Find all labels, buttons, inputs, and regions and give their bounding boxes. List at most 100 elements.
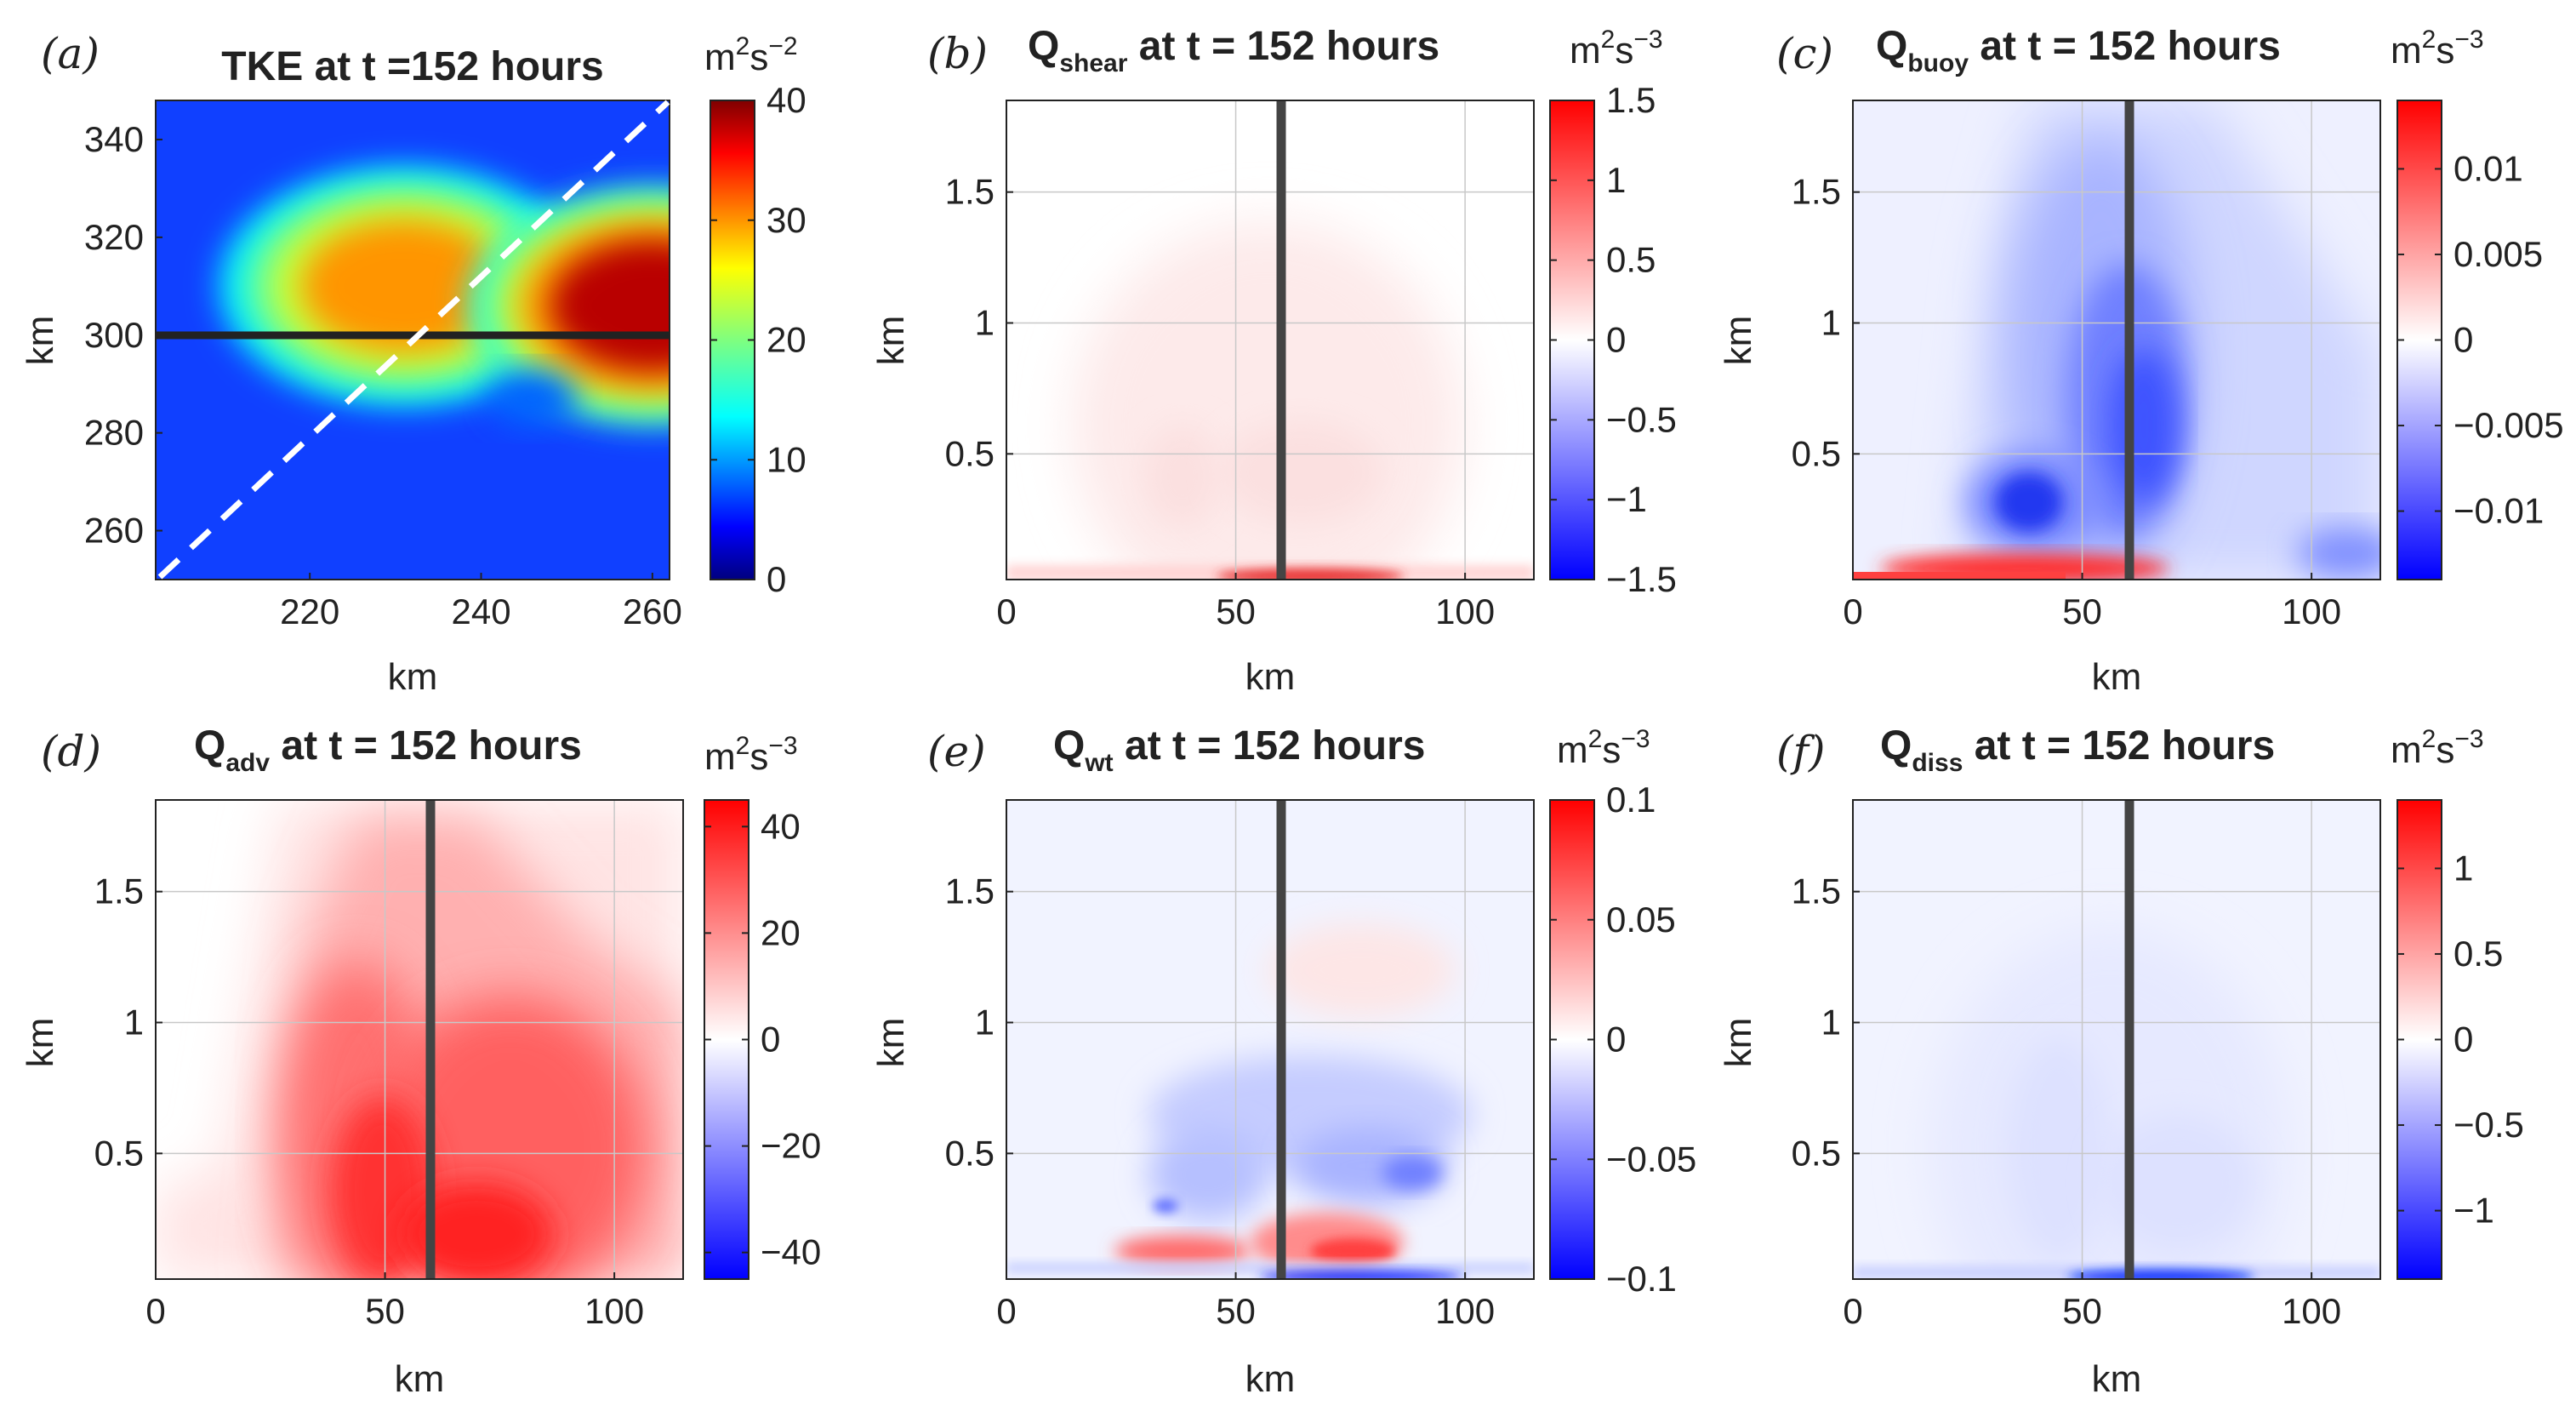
diagonal-section-line bbox=[157, 100, 670, 580]
y-tick-label: 1.5 bbox=[945, 172, 994, 212]
colorbar-tick-label: 0.01 bbox=[2453, 148, 2523, 188]
panel-letter-a: (a) bbox=[41, 29, 100, 78]
colorbar-unit-b: m2s−3 bbox=[1570, 26, 1663, 71]
q-adv-field bbox=[156, 800, 683, 1279]
panel-letter-d: (d) bbox=[41, 727, 101, 776]
title-f: Qdiss at t = 152 hours bbox=[1880, 723, 2275, 777]
colorbar-tick-label: −1 bbox=[1606, 479, 1647, 519]
colorbar-tick-label: 10 bbox=[767, 439, 806, 479]
ylabel-f: km bbox=[1718, 1018, 1759, 1068]
x-tick-label: 50 bbox=[365, 1291, 405, 1331]
xlabel-a: km bbox=[388, 656, 438, 698]
colorbar-e: 0.1 0.05 0 −0.05 −0.1 m2s−3 bbox=[1549, 725, 1696, 1299]
y-tick-label: 0.5 bbox=[945, 433, 994, 473]
x-tick-label: 50 bbox=[2062, 1291, 2102, 1331]
panel-q-buoy: (c) Qbuoy at t = 152 hours 0 50 100 0.5 1 1.5… bbox=[1718, 24, 2564, 698]
axes-frame-b bbox=[1006, 100, 1535, 580]
title-d: Qadv at t = 152 hours bbox=[194, 723, 582, 777]
y-tick-label: 0.5 bbox=[1792, 1133, 1841, 1173]
x-tick-label: 0 bbox=[996, 1291, 1016, 1331]
colorbar-tick-label: 0 bbox=[1606, 1020, 1626, 1060]
title-e: Qwt at t = 152 hours bbox=[1053, 723, 1425, 777]
x-tick-label: 0 bbox=[145, 1291, 165, 1331]
colorbar-tick-label: 0.05 bbox=[1606, 900, 1676, 940]
colorbar-tick-label: −1.5 bbox=[1606, 559, 1677, 599]
x-tick-label: 240 bbox=[451, 591, 510, 631]
colorbar-tick-label: 0.5 bbox=[2453, 934, 2503, 974]
x-tick-label: 260 bbox=[623, 591, 682, 631]
q-wt-field bbox=[1006, 800, 1534, 1279]
colorbar-tick-label: 0 bbox=[761, 1020, 780, 1060]
panel-letter-f: (f) bbox=[1776, 727, 1826, 776]
tke-blob bbox=[301, 220, 507, 352]
xlabel-e: km bbox=[1245, 1358, 1296, 1400]
colorbar-tick-label: 1 bbox=[1606, 160, 1626, 200]
panel-letter-b: (b) bbox=[927, 29, 988, 78]
xlabel-d: km bbox=[395, 1358, 445, 1400]
colorbar-tick-label: 0.1 bbox=[1606, 780, 1656, 820]
colorbar-tick-label: −0.005 bbox=[2453, 405, 2564, 445]
colorbar-unit-c: m2s−3 bbox=[2391, 26, 2484, 71]
y-tick-label: 260 bbox=[84, 511, 144, 551]
panel-q-wt: (e) Qwt at t = 152 hours 0 50 100 0.5 1 1.5 k… bbox=[870, 723, 1696, 1400]
q-shear-field bbox=[1006, 100, 1534, 580]
y-tick-label: 0.5 bbox=[94, 1133, 144, 1173]
colorbar-unit-d: m2s−3 bbox=[704, 732, 798, 778]
colorbar-tick-label: 0 bbox=[2453, 1020, 2473, 1060]
y-tick-label: 1 bbox=[975, 1003, 994, 1043]
axes-frame-f bbox=[1852, 799, 2381, 1280]
colorbar-tick-label: −0.5 bbox=[2453, 1105, 2524, 1145]
ylabel-b: km bbox=[870, 316, 912, 366]
y-tick-label: 1.5 bbox=[1792, 172, 1841, 212]
colorbar-tick-label: 0 bbox=[1606, 320, 1626, 360]
q-buoy-field bbox=[1853, 100, 2380, 580]
colorbar-tick-label: 40 bbox=[767, 80, 806, 120]
y-tick-label: 1.5 bbox=[1792, 871, 1841, 911]
colorbar-tick-label: 20 bbox=[761, 912, 801, 952]
colorbar-tick-label: 0 bbox=[2453, 320, 2473, 360]
q-diss-field bbox=[1853, 800, 2380, 1279]
y-tick-label: 1 bbox=[975, 303, 994, 343]
y-tick-label: 1 bbox=[124, 1003, 144, 1043]
y-tick-label: 1 bbox=[1821, 303, 1841, 343]
y-tick-label: 1.5 bbox=[94, 871, 144, 911]
xlabel-f: km bbox=[2092, 1358, 2142, 1400]
y-tick-label: 1 bbox=[1821, 1003, 1841, 1043]
x-tick-label: 220 bbox=[280, 591, 339, 631]
colorbar-tick-label: 0 bbox=[767, 559, 786, 599]
x-tick-label: 0 bbox=[996, 591, 1016, 631]
y-tick-label: 320 bbox=[84, 217, 144, 257]
ylabel-d: km bbox=[20, 1018, 61, 1068]
y-tick-label: 340 bbox=[84, 119, 144, 159]
panel-letter-c: (c) bbox=[1776, 29, 1833, 78]
y-tick-label: 280 bbox=[84, 413, 144, 453]
colorbar-tick-label: 20 bbox=[767, 320, 806, 360]
panel-q-diss: (f) Qdiss at t = 152 hours 0 50 100 0.5 1 1.5… bbox=[1718, 723, 2524, 1400]
colorbar-tick-label: 1 bbox=[2453, 848, 2473, 888]
colorbar-tick-label: −0.5 bbox=[1606, 399, 1677, 439]
axes-frame-d bbox=[155, 799, 684, 1280]
colorbar-tick-label: −1 bbox=[2453, 1191, 2494, 1231]
colorbar-tick-label: 0.5 bbox=[1606, 240, 1656, 280]
colorbar-tick-label: 40 bbox=[761, 806, 801, 846]
colorbar-unit-e: m2s−3 bbox=[1557, 725, 1650, 771]
colorbar-unit-f: m2s−3 bbox=[2391, 725, 2484, 771]
xlabel-b: km bbox=[1245, 656, 1296, 698]
ylabel-c: km bbox=[1718, 316, 1759, 366]
y-tick-label: 0.5 bbox=[945, 1133, 994, 1173]
colorbar-tick-label: −0.1 bbox=[1606, 1259, 1677, 1299]
tke-blob bbox=[488, 370, 577, 427]
x-tick-label: 100 bbox=[2282, 1291, 2341, 1331]
colorbar-a: 0 10 20 30 40 m2s−2 bbox=[704, 32, 806, 599]
title-b: Qshear at t = 152 hours bbox=[1028, 24, 1439, 77]
colorbar-tick-label: −0.01 bbox=[2453, 491, 2544, 531]
colorbar-tick-label: 30 bbox=[767, 200, 806, 240]
x-tick-label: 100 bbox=[584, 1291, 644, 1331]
colorbar-unit-a: m2s−2 bbox=[704, 32, 798, 78]
colorbar-d: 40 20 0 −20 −40 m2s−3 bbox=[704, 732, 821, 1280]
x-tick-label: 100 bbox=[1435, 591, 1495, 631]
x-tick-label: 50 bbox=[1216, 591, 1256, 631]
y-tick-label: 1.5 bbox=[945, 871, 994, 911]
y-tick-label: 0.5 bbox=[1792, 433, 1841, 473]
